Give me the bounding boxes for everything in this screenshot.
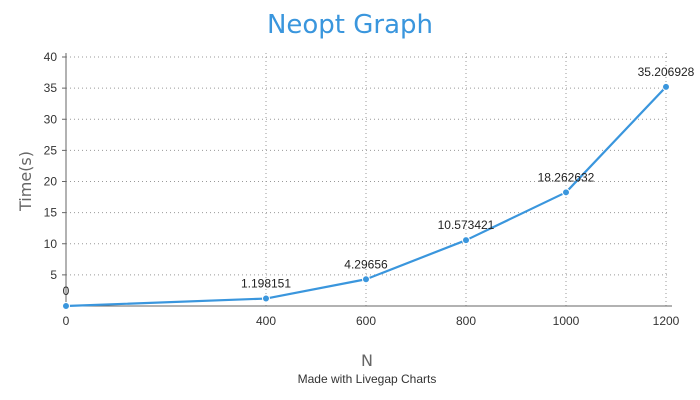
x-tick-label: 0 xyxy=(63,314,70,328)
series-group xyxy=(65,86,667,308)
data-points xyxy=(62,82,670,310)
y-tick-label: 15 xyxy=(44,206,58,220)
x-tick-label: 1200 xyxy=(653,314,680,328)
data-point xyxy=(462,236,470,245)
y-tick-label: 20 xyxy=(44,175,58,189)
x-tick-label: 1000 xyxy=(553,314,580,328)
axes xyxy=(62,53,672,307)
data-label: 4.29656 xyxy=(344,257,388,271)
data-point xyxy=(262,294,270,303)
grid-lines xyxy=(66,53,670,306)
y-tick-label: 30 xyxy=(44,112,58,126)
x-tick-label: 400 xyxy=(256,314,276,328)
credit-text: Made with Livegap Charts xyxy=(297,372,437,386)
data-label: 18.262632 xyxy=(538,170,595,184)
data-point xyxy=(562,188,570,197)
y-tick-label: 35 xyxy=(44,81,58,95)
y-axis-title: Time(s) xyxy=(16,151,35,212)
data-labels: 0 1.198151 4.29656 10.573421 18.262632 35.206… xyxy=(63,65,695,298)
data-label: 35.206928 xyxy=(638,65,695,79)
x-axis-title: N xyxy=(361,351,373,370)
chart-title: Neopt Graph xyxy=(266,10,434,40)
x-tick-label: 800 xyxy=(456,314,476,328)
data-label: 1.198151 xyxy=(241,277,291,291)
y-tick-label: 25 xyxy=(44,143,58,157)
y-tick-labels: 5 10 15 20 25 30 35 40 xyxy=(44,50,58,282)
data-point xyxy=(662,82,670,91)
data-point xyxy=(362,275,370,284)
series-line xyxy=(65,86,667,308)
data-label: 0 xyxy=(63,284,70,298)
data-label: 10.573421 xyxy=(438,218,495,232)
x-tick-label: 600 xyxy=(356,314,376,328)
data-point xyxy=(62,302,70,310)
x-tick-labels: 0 400 600 800 1000 1200 xyxy=(63,314,680,328)
y-tick-label: 10 xyxy=(44,237,58,251)
y-tick-label: 40 xyxy=(44,50,58,64)
y-tick-label: 5 xyxy=(50,268,57,282)
